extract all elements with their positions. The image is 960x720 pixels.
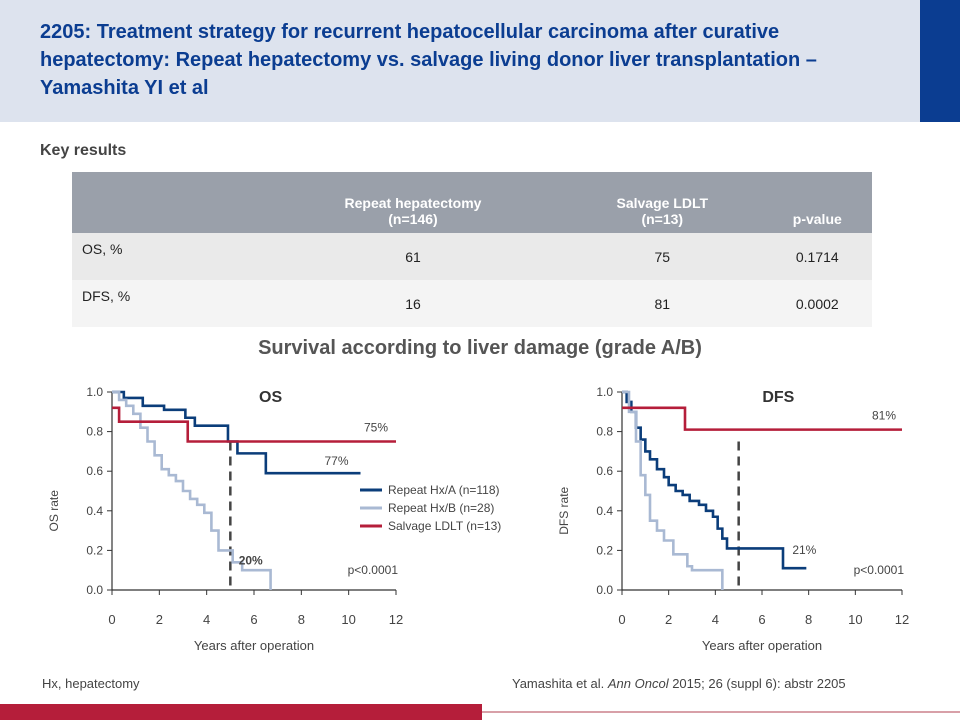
title-banner-accent bbox=[920, 0, 960, 122]
cell-ldlt: 81 bbox=[561, 280, 763, 327]
table-header-blank bbox=[72, 172, 264, 233]
y-tick-label: 0.2 bbox=[86, 543, 103, 557]
header-ldlt-label: Salvage LDLT bbox=[616, 195, 709, 211]
x-tick-label: 0 bbox=[618, 612, 625, 627]
series-line bbox=[112, 390, 272, 590]
y-axis-label: OS rate bbox=[47, 490, 61, 532]
reference-journal: Ann Oncol bbox=[607, 676, 669, 691]
table-header-row: Repeat hepatectomy (n=146) Salvage LDLT … bbox=[72, 172, 872, 233]
y-tick-label: 1.0 bbox=[86, 385, 103, 399]
reference: Yamashita et al. Ann Oncol 2015; 26 (sup… bbox=[512, 676, 846, 691]
slide-title: 2205: Treatment strategy for recurrent h… bbox=[40, 21, 817, 99]
y-axis-label: DFS rate bbox=[557, 486, 571, 534]
os-chart: 0.0 0.2 0.4 0.6 0.8 1.0 0 2 4 6 8 10 12 Years after o… bbox=[47, 385, 501, 653]
x-tick-label: 0 bbox=[108, 612, 115, 627]
x-axis-label: Years after operation bbox=[702, 638, 822, 653]
x-tick-label: 10 bbox=[341, 612, 355, 627]
x-tick-label: 6 bbox=[250, 612, 257, 627]
cell-repeat: 16 bbox=[264, 280, 562, 327]
table-header-repeat: Repeat hepatectomy (n=146) bbox=[264, 172, 562, 233]
series-line bbox=[112, 406, 396, 443]
x-tick-label: 6 bbox=[758, 612, 765, 627]
y-tick-label: 0.0 bbox=[86, 583, 103, 597]
x-tick-label: 8 bbox=[805, 612, 812, 627]
y-tick-label: 0.6 bbox=[596, 464, 613, 478]
x-tick-label: 2 bbox=[665, 612, 672, 627]
dfs-chart: 0.0 0.2 0.4 0.6 0.8 1.0 0 2 4 6 8 10 12 Years after o… bbox=[557, 385, 909, 653]
x-axis-label: Years after operation bbox=[194, 638, 314, 653]
y-tick-label: 0.0 bbox=[596, 583, 613, 597]
p-value-label: p<0.0001 bbox=[854, 563, 905, 577]
cell-repeat: 61 bbox=[264, 233, 562, 280]
header-ldlt-n: (n=13) bbox=[641, 211, 684, 227]
series-end-label: 75% bbox=[364, 421, 388, 435]
x-tick-label: 12 bbox=[895, 612, 909, 627]
y-tick-label: 0.6 bbox=[86, 464, 103, 478]
key-results-table: Repeat hepatectomy (n=146) Salvage LDLT … bbox=[72, 172, 872, 327]
y-tick-label: 0.8 bbox=[596, 425, 613, 439]
series-end-label: 77% bbox=[325, 454, 349, 468]
title-banner bbox=[0, 0, 920, 122]
cell-ldlt: 75 bbox=[561, 233, 763, 280]
row-label: DFS, % bbox=[72, 280, 264, 327]
chart-title: OS bbox=[259, 389, 282, 406]
series-line bbox=[622, 390, 807, 570]
header-repeat-label: Repeat hepatectomy bbox=[344, 195, 482, 211]
x-tick-label: 10 bbox=[848, 612, 862, 627]
table-row: DFS, % 16 81 0.0002 bbox=[72, 280, 872, 327]
section-heading: Key results bbox=[40, 142, 127, 159]
series-end-label: 21% bbox=[792, 543, 816, 557]
chart-title: DFS bbox=[762, 389, 794, 406]
table-header-pvalue: p-value bbox=[762, 172, 872, 233]
p-value-label: p<0.0001 bbox=[348, 563, 399, 577]
y-tick-label: 0.4 bbox=[596, 504, 613, 518]
series-line bbox=[622, 390, 724, 590]
footnote: Hx, hepatectomy bbox=[42, 676, 140, 691]
y-tick-label: 0.2 bbox=[596, 543, 613, 557]
series-line bbox=[622, 406, 902, 431]
cell-pvalue: 0.0002 bbox=[762, 280, 872, 327]
table-row: OS, % 61 75 0.1714 bbox=[72, 233, 872, 280]
table-header-ldlt: Salvage LDLT (n=13) bbox=[561, 172, 763, 233]
reference-authors: Yamashita et al. bbox=[512, 676, 608, 691]
figure-title: Survival according to liver damage (grad… bbox=[258, 337, 702, 359]
legend-label: Repeat Hx/B (n=28) bbox=[388, 501, 494, 515]
x-tick-label: 12 bbox=[389, 612, 403, 627]
reference-details: 2015; 26 (suppl 6): abstr 2205 bbox=[668, 676, 846, 691]
y-tick-label: 0.4 bbox=[86, 504, 103, 518]
series-end-label: 20% bbox=[239, 553, 263, 567]
legend-label: Repeat Hx/A (n=118) bbox=[388, 483, 500, 497]
x-tick-label: 8 bbox=[298, 612, 305, 627]
y-tick-label: 1.0 bbox=[596, 385, 613, 399]
footer-accent-line bbox=[482, 711, 960, 713]
x-tick-label: 2 bbox=[156, 612, 163, 627]
y-tick-label: 0.8 bbox=[86, 425, 103, 439]
row-label: OS, % bbox=[72, 233, 264, 280]
x-tick-label: 4 bbox=[712, 612, 719, 627]
x-tick-label: 4 bbox=[203, 612, 210, 627]
footer-accent-bar bbox=[0, 704, 482, 720]
header-repeat-n: (n=146) bbox=[388, 211, 438, 227]
series-end-label: 81% bbox=[872, 409, 896, 423]
legend-label: Salvage LDLT (n=13) bbox=[388, 519, 501, 533]
cell-pvalue: 0.1714 bbox=[762, 233, 872, 280]
series-line bbox=[112, 390, 361, 475]
